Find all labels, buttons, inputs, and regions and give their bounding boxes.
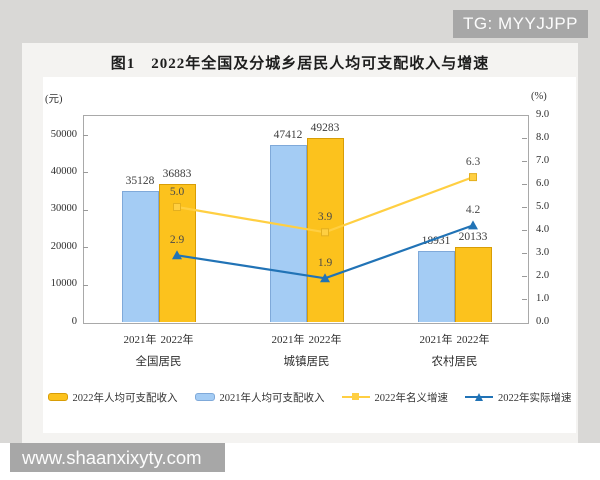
x-axis-year-label: 2021年 <box>123 334 157 346</box>
right-axis-tick-label: 1.0 <box>536 292 550 304</box>
bar-2021-1 <box>121 190 159 322</box>
left-axis-tick-label: 40000 <box>50 165 77 177</box>
right-axis-tick-mark <box>522 230 527 231</box>
x-axis-year-label: 2022年 <box>160 334 194 346</box>
legend-bar-swatch-icon <box>47 393 68 401</box>
growth-lines <box>172 173 478 283</box>
right-axis-tick-mark <box>522 138 527 139</box>
triangle-marker-icon <box>320 273 330 283</box>
right-axis-unit: (%) <box>531 91 547 102</box>
right-axis-tick-label: 7.0 <box>536 154 550 166</box>
square-marker-icon <box>173 203 181 211</box>
right-axis-tick-mark <box>522 253 527 254</box>
telegram-watermark: TG: MYYJJPP <box>453 10 588 38</box>
right-axis-tick-label: 4.0 <box>536 223 550 235</box>
left-axis-tick-mark <box>83 135 88 136</box>
bar-value-label: 47412 <box>273 128 303 141</box>
x-axis-year-label: 2022年 <box>308 334 342 346</box>
website-watermark: www.shaanxixyty.com <box>10 443 225 472</box>
legend-item: 2022年人均可支配收入 <box>47 390 178 405</box>
legend-label: 2022年人均可支配收入 <box>72 392 178 404</box>
right-axis-tick-mark <box>522 299 527 300</box>
right-axis-tick-label: 9.0 <box>536 108 550 120</box>
right-axis-tick-label: 0.0 <box>536 315 550 327</box>
square-marker-icon <box>469 173 477 182</box>
left-axis-tick-mark <box>83 172 88 174</box>
bar-2021-3 <box>417 251 455 322</box>
growth-value-label: 4.2 <box>465 204 481 217</box>
legend-bar-swatch-icon <box>194 393 215 401</box>
bar-2022-3 <box>454 246 492 322</box>
square-marker-icon <box>321 228 329 237</box>
left-axis-tick-label: 0 <box>71 315 77 327</box>
legend-item: 2021年人均可支配收入 <box>194 390 325 405</box>
growth-value-label: 1.9 <box>317 257 333 270</box>
x-axis-year-label: 2022年 <box>456 334 490 346</box>
bar-2021-2 <box>269 144 307 322</box>
bar-value-label: 20133 <box>458 230 488 243</box>
bar-value-label: 35128 <box>125 174 155 187</box>
bar-value-label: 36883 <box>162 168 192 181</box>
triangle-marker-icon <box>475 393 483 401</box>
legend-line-swatch-icon <box>465 392 493 402</box>
growth-value-label: 3.9 <box>317 211 333 224</box>
nominal-growth-line <box>176 176 474 234</box>
legend-label: 2022年名义增速 <box>374 392 449 404</box>
left-axis-tick-label: 20000 <box>50 240 77 252</box>
x-axis-category-label: 城镇居民 <box>283 356 330 368</box>
left-axis-tick-mark <box>83 284 88 286</box>
right-axis-tick-label: 2.0 <box>536 269 550 281</box>
right-axis-tick-mark <box>522 161 527 162</box>
right-axis-tick-label: 3.0 <box>536 246 550 258</box>
plot-layer: 0 10000 20000 30000 40000 50000 0.0 1.0 2.0 3.0 4.… <box>51 109 549 369</box>
left-axis-tick-label: 50000 <box>50 128 77 140</box>
chart-title: 图1 2022年全国及分城乡居民人均可支配收入与增速 <box>110 56 490 72</box>
left-axis-unit: (元) <box>45 94 63 105</box>
right-axis-tick-label: 5.0 <box>536 200 550 212</box>
legend-label: 2022年实际增速 <box>498 392 572 404</box>
triangle-marker-icon <box>468 220 478 230</box>
square-marker-icon <box>351 393 359 400</box>
left-axis-tick-mark <box>83 247 88 249</box>
right-axis-tick-label: 6.0 <box>536 177 550 189</box>
x-axis-category-label: 农村居民 <box>431 356 478 368</box>
legend-item: 2022年实际增速 <box>465 390 572 405</box>
bar-value-label: 49283 <box>310 121 340 134</box>
right-axis-tick-label: 8.0 <box>536 131 550 143</box>
right-axis-tick-mark <box>522 184 527 185</box>
left-axis-tick-label: 10000 <box>50 278 77 290</box>
bar-value-label: 18931 <box>421 235 451 248</box>
legend-line-swatch-icon <box>341 392 370 402</box>
legend-label: 2021年人均可支配收入 <box>219 392 325 404</box>
legend-item: 2022年名义增速 <box>341 390 449 405</box>
left-axis-tick-mark <box>83 209 88 211</box>
right-axis-tick-mark <box>522 276 527 277</box>
growth-value-label: 5.0 <box>169 186 185 198</box>
triangle-marker-icon <box>172 250 182 260</box>
x-axis-year-label: 2021年 <box>271 334 305 346</box>
x-axis-category-label: 全国居民 <box>135 356 182 368</box>
growth-value-label: 2.9 <box>169 234 185 247</box>
growth-value-label: 6.3 <box>465 156 481 169</box>
chart-legend: 2022年人均可支配收入 2021年人均可支配收入 2022年名义增速 2022年实际… <box>43 389 576 405</box>
left-axis-tick-label: 30000 <box>50 203 77 215</box>
x-axis-year-label: 2021年 <box>419 334 453 346</box>
right-axis-tick-mark <box>522 207 527 208</box>
